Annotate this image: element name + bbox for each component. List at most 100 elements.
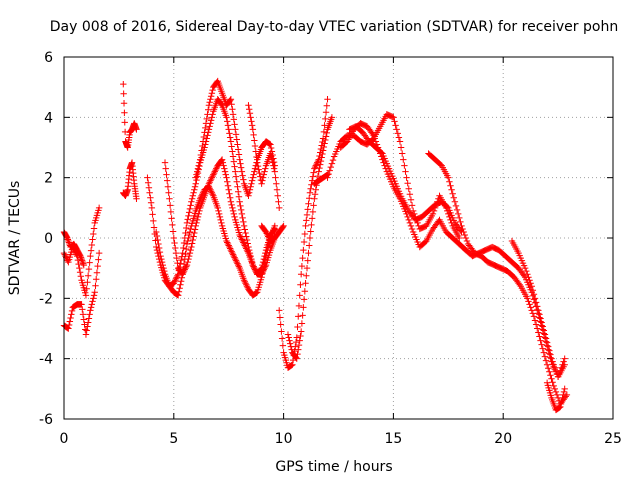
series-track-5 <box>120 159 140 202</box>
data-point <box>406 191 414 198</box>
data-point <box>323 102 330 109</box>
data-point <box>529 287 537 294</box>
data-point <box>240 222 248 230</box>
data-point <box>208 174 216 181</box>
data-point <box>452 202 460 210</box>
data-point <box>183 261 191 269</box>
data-point <box>307 228 314 235</box>
data-point <box>233 258 240 266</box>
data-point <box>246 186 254 193</box>
data-point <box>176 285 183 292</box>
data-point <box>163 171 170 178</box>
data-point <box>391 118 398 125</box>
data-point <box>549 379 556 386</box>
data-point <box>150 217 157 225</box>
data-point <box>245 192 252 199</box>
data-point <box>226 194 234 201</box>
x-axis-label: GPS time / hours <box>275 459 392 475</box>
data-point <box>245 189 253 196</box>
data-point <box>90 230 97 238</box>
data-point <box>170 280 177 287</box>
data-point <box>248 118 255 125</box>
data-point <box>256 169 263 177</box>
data-point <box>560 391 567 399</box>
data-point <box>270 162 277 169</box>
data-point <box>390 114 397 121</box>
data-point <box>89 236 96 243</box>
data-point <box>561 385 568 393</box>
data-point <box>252 148 259 155</box>
data-point <box>209 191 216 198</box>
data-point <box>311 163 319 171</box>
data-point <box>300 304 307 311</box>
data-point <box>297 271 305 278</box>
data-point <box>299 312 306 319</box>
data-point <box>234 141 241 148</box>
data-point <box>248 177 256 184</box>
data-point <box>226 243 233 251</box>
y-tick-label: 4 <box>44 110 53 126</box>
data-point <box>211 168 218 175</box>
data-point <box>204 132 211 139</box>
data-point <box>216 213 224 221</box>
data-point <box>278 328 285 335</box>
data-point <box>552 388 560 396</box>
data-point <box>221 165 228 172</box>
data-point <box>449 190 456 197</box>
data-point <box>95 249 103 257</box>
data-point <box>159 261 167 269</box>
data-point <box>402 168 409 175</box>
data-point <box>240 240 248 248</box>
data-point <box>321 140 328 147</box>
data-point <box>77 273 85 280</box>
data-point <box>82 292 90 299</box>
data-point <box>183 240 191 248</box>
data-point <box>202 124 209 132</box>
data-point <box>226 190 233 197</box>
data-point <box>280 222 287 230</box>
data-point <box>205 106 212 113</box>
data-point <box>318 154 325 161</box>
data-point <box>317 161 324 168</box>
data-point <box>173 274 180 281</box>
data-point <box>89 298 96 305</box>
data-point <box>303 211 311 219</box>
data-point <box>160 264 167 272</box>
data-point <box>247 114 254 121</box>
data-point <box>208 90 216 97</box>
data-point <box>266 140 273 148</box>
data-point <box>251 264 258 272</box>
data-point <box>539 323 546 330</box>
data-point <box>86 311 93 318</box>
data-point <box>322 133 330 140</box>
data-point <box>525 298 532 305</box>
data-point <box>229 153 237 160</box>
data-point <box>328 160 336 167</box>
data-point <box>78 257 86 264</box>
data-point <box>235 193 243 200</box>
data-point <box>229 204 236 212</box>
data-point <box>265 233 272 240</box>
data-point <box>260 171 268 178</box>
data-point <box>429 210 437 218</box>
chart-title: Day 008 of 2016, Sidereal Day-to-day VTE… <box>50 19 618 35</box>
x-tick-label: 20 <box>494 431 512 447</box>
data-point <box>78 301 85 308</box>
data-point <box>68 307 76 315</box>
data-point <box>287 343 295 350</box>
data-point <box>301 288 309 295</box>
series-track-13 <box>284 114 336 362</box>
data-point <box>276 307 283 314</box>
data-point <box>229 249 236 257</box>
data-point <box>183 245 190 253</box>
data-point <box>175 288 183 295</box>
data-point <box>158 258 166 266</box>
data-point <box>540 327 548 334</box>
data-point <box>398 150 406 157</box>
data-point <box>446 178 453 185</box>
data-point <box>164 177 171 184</box>
data-point <box>309 173 317 180</box>
data-point <box>252 290 259 297</box>
data-point <box>169 221 176 229</box>
data-point <box>528 307 535 314</box>
